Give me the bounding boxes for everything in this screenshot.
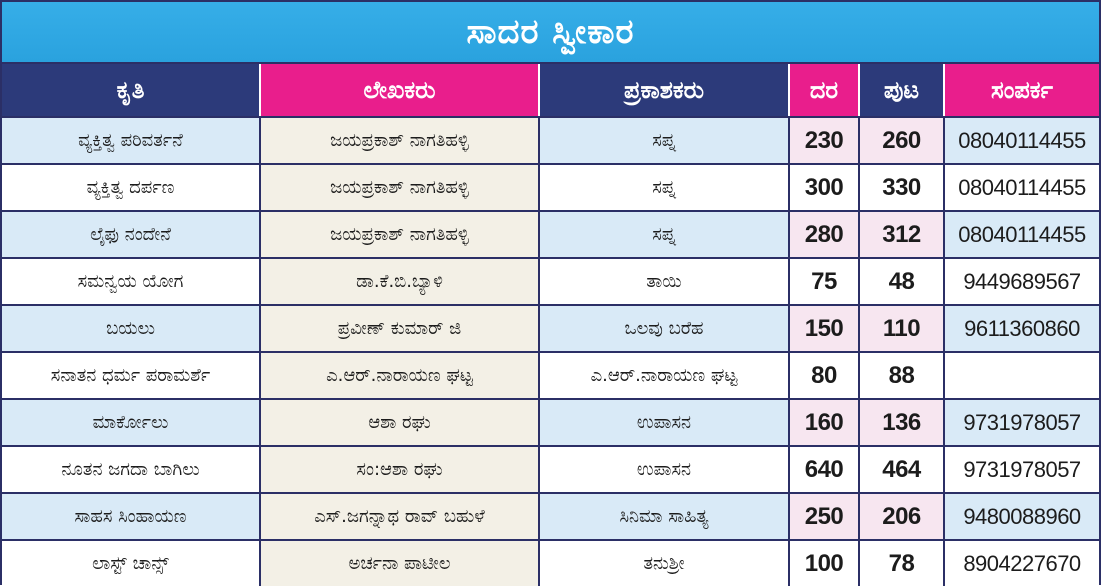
cell-contact: 9611360860	[944, 305, 1099, 353]
cell-contact: 08040114455	[944, 117, 1099, 165]
cell-author: ಜಯಪ್ರಕಾಶ್ ನಾಗತಿಹಳ್ಳಿ	[260, 117, 540, 165]
cell-rate: 280	[789, 211, 860, 259]
table-row: ಸಮನ್ವಯ ಯೋಗ ಡಾ.ಕೆ.ಬಿ.ಬ್ಯಾಳಿ ತಾಯಿ 75 48 94…	[2, 258, 1099, 306]
cell-publisher: ಸಪ್ನ	[539, 211, 790, 259]
cell-pages: 260	[859, 117, 945, 165]
cell-publisher: ತನುಶ್ರೀ	[539, 540, 790, 586]
cell-author: ಜಯಪ್ರಕಾಶ್ ನಾಗತಿಹಳ್ಳಿ	[260, 211, 540, 259]
cell-pages: 136	[859, 399, 945, 447]
cell-author: ಎ.ಆರ್.ನಾರಾಯಣ ಘಟ್ಟ	[260, 352, 540, 400]
cell-publisher: ಉಪಾಸನ	[539, 446, 790, 494]
table-row: ಲೈಫು ನಂದೇನೆ ಜಯಪ್ರಕಾಶ್ ನಾಗತಿಹಳ್ಳಿ ಸಪ್ನ 28…	[2, 211, 1099, 259]
cell-contact	[944, 352, 1099, 400]
cell-contact: 9731978057	[944, 446, 1099, 494]
cell-title: ಸಮನ್ವಯ ಯೋಗ	[2, 258, 261, 306]
cell-publisher: ಒಲವು ಬರೆಹ	[539, 305, 790, 353]
cell-title: ವ್ಯಕ್ತಿತ್ವ ದರ್ಪಣ	[2, 164, 261, 212]
header-rate: ದರ	[789, 64, 860, 118]
cell-rate: 80	[789, 352, 860, 400]
cell-pages: 110	[859, 305, 945, 353]
cell-pages: 88	[859, 352, 945, 400]
cell-contact: 08040114455	[944, 211, 1099, 259]
page-title: ಸಾದರ ಸ್ವೀಕಾರ	[466, 12, 635, 52]
books-table: ಕೃತಿ ಲೇಖಕರು ಪ್ರಕಾಶಕರು ದರ ಪುಟ ಸಂಪರ್ಕ ವ್ಯಕ…	[2, 64, 1099, 586]
cell-publisher: ಸಪ್ನ	[539, 117, 790, 165]
table-row: ಸಾಹಸ ಸಿಂಹಾಯಣ ಎಸ್.ಜಗನ್ನಾಥ ರಾವ್ ಬಹುಳೆ ಸಿನಿ…	[2, 493, 1099, 541]
cell-rate: 640	[789, 446, 860, 494]
table-header-row: ಕೃತಿ ಲೇಖಕರು ಪ್ರಕಾಶಕರು ದರ ಪುಟ ಸಂಪರ್ಕ	[2, 64, 1099, 118]
table-row: ವ್ಯಕ್ತಿತ್ವ ದರ್ಪಣ ಜಯಪ್ರಕಾಶ್ ನಾಗತಿಹಳ್ಳಿ ಸಪ…	[2, 164, 1099, 212]
cell-author: ಎಸ್.ಜಗನ್ನಾಥ ರಾವ್ ಬಹುಳೆ	[260, 493, 540, 541]
cell-rate: 150	[789, 305, 860, 353]
table-row: ಸನಾತನ ಧರ್ಮ ಪರಾಮರ್ಶೆ ಎ.ಆರ್.ನಾರಾಯಣ ಘಟ್ಟ ಎ.…	[2, 352, 1099, 400]
cell-rate: 160	[789, 399, 860, 447]
header-author: ಲೇಖಕರು	[260, 64, 540, 118]
cell-contact: 08040114455	[944, 164, 1099, 212]
header-title: ಕೃತಿ	[2, 64, 261, 118]
cell-pages: 78	[859, 540, 945, 586]
cell-publisher: ಸಿನಿಮಾ ಸಾಹಿತ್ಯ	[539, 493, 790, 541]
cell-title: ಬಯಲು	[2, 305, 261, 353]
cell-title: ಸಾಹಸ ಸಿಂಹಾಯಣ	[2, 493, 261, 541]
table-row: ಬಯಲು ಪ್ರವೀಣ್ ಕುಮಾರ್ ಜಿ ಒಲವು ಬರೆಹ 150 110…	[2, 305, 1099, 353]
header-contact: ಸಂಪರ್ಕ	[944, 64, 1099, 118]
header-publisher: ಪ್ರಕಾಶಕರು	[539, 64, 790, 118]
cell-title: ಸನಾತನ ಧರ್ಮ ಪರಾಮರ್ಶೆ	[2, 352, 261, 400]
table-row: ನೂತನ ಜಗದಾ ಬಾಗಿಲು ಸಂ:ಆಶಾ ರಘು ಉಪಾಸನ 640 46…	[2, 446, 1099, 494]
table-row: ಮಾರ್ಕೋಲು ಆಶಾ ರಘು ಉಪಾಸನ 160 136 973197805…	[2, 399, 1099, 447]
cell-author: ಪ್ರವೀಣ್ ಕುಮಾರ್ ಜಿ	[260, 305, 540, 353]
cell-contact: 8904227670	[944, 540, 1099, 586]
cell-publisher: ಎ.ಆರ್.ನಾರಾಯಣ ಘಟ್ಟ	[539, 352, 790, 400]
cell-author: ಸಂ:ಆಶಾ ರಘು	[260, 446, 540, 494]
cell-contact: 9731978057	[944, 399, 1099, 447]
cell-author: ಆಶಾ ರಘು	[260, 399, 540, 447]
cell-author: ಜಯಪ್ರಕಾಶ್ ನಾಗತಿಹಳ್ಳಿ	[260, 164, 540, 212]
cell-rate: 75	[789, 258, 860, 306]
title-bar: ಸಾದರ ಸ್ವೀಕಾರ	[2, 2, 1099, 64]
cell-rate: 230	[789, 117, 860, 165]
cell-pages: 464	[859, 446, 945, 494]
table-row: ಲಾಸ್ಟ್ ಚಾನ್ಸ್ ಅರ್ಚನಾ ಪಾಟೀಲ ತನುಶ್ರೀ 100 7…	[2, 540, 1099, 586]
cell-pages: 312	[859, 211, 945, 259]
cell-rate: 300	[789, 164, 860, 212]
cell-rate: 100	[789, 540, 860, 586]
cell-pages: 330	[859, 164, 945, 212]
cell-title: ನೂತನ ಜಗದಾ ಬಾಗಿಲು	[2, 446, 261, 494]
cell-title: ಲೈಫು ನಂದೇನೆ	[2, 211, 261, 259]
cell-contact: 9449689567	[944, 258, 1099, 306]
cell-publisher: ತಾಯಿ	[539, 258, 790, 306]
cell-rate: 250	[789, 493, 860, 541]
cell-author: ಡಾ.ಕೆ.ಬಿ.ಬ್ಯಾಳಿ	[260, 258, 540, 306]
cell-publisher: ಸಪ್ನ	[539, 164, 790, 212]
cell-pages: 48	[859, 258, 945, 306]
cell-title: ಲಾಸ್ಟ್ ಚಾನ್ಸ್	[2, 540, 261, 586]
cell-contact: 9480088960	[944, 493, 1099, 541]
cell-pages: 206	[859, 493, 945, 541]
cell-title: ಮಾರ್ಕೋಲು	[2, 399, 261, 447]
cell-author: ಅರ್ಚನಾ ಪಾಟೀಲ	[260, 540, 540, 586]
cell-title: ವ್ಯಕ್ತಿತ್ವ ಪರಿವರ್ತನೆ	[2, 117, 261, 165]
table-row: ವ್ಯಕ್ತಿತ್ವ ಪರಿವರ್ತನೆ ಜಯಪ್ರಕಾಶ್ ನಾಗತಿಹಳ್ಳ…	[2, 117, 1099, 165]
header-pages: ಪುಟ	[859, 64, 945, 118]
cell-publisher: ಉಪಾಸನ	[539, 399, 790, 447]
